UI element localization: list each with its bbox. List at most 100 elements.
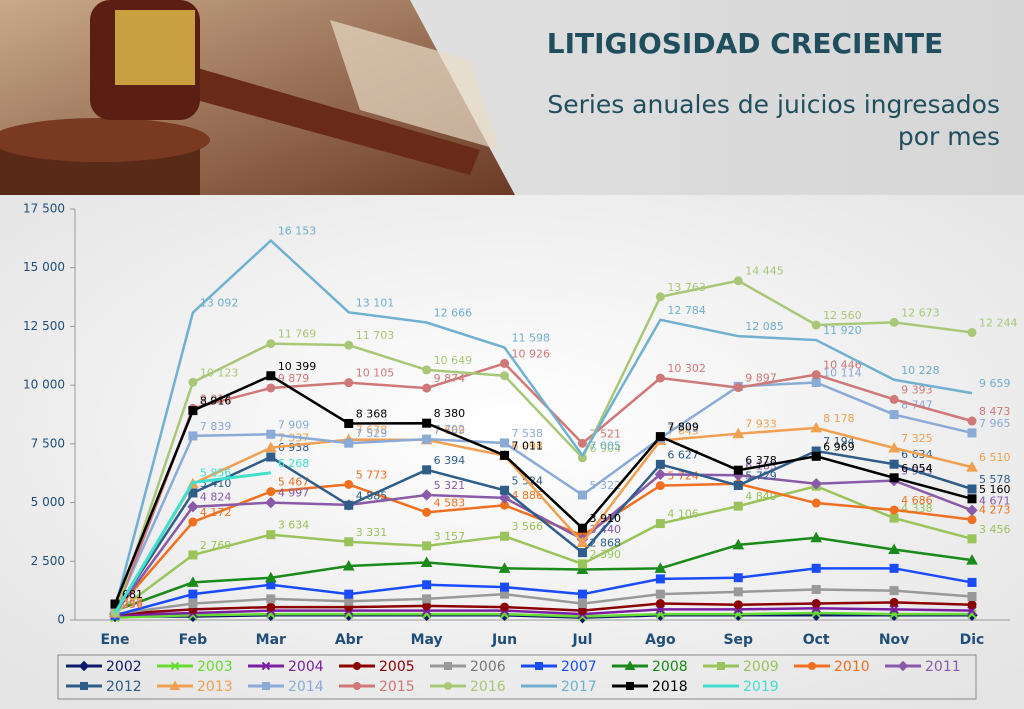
data-label: 4 997 <box>278 487 310 500</box>
point <box>188 488 198 498</box>
data-label: 5 773 <box>356 468 388 481</box>
point <box>576 536 589 547</box>
x-tick-label: Jun <box>491 632 517 648</box>
data-label: 12 673 <box>901 306 940 319</box>
point <box>498 492 511 504</box>
point <box>967 515 977 525</box>
subtitle: Series anuales de juicios ingresados <box>547 90 1000 119</box>
data-label: 14 445 <box>745 265 784 278</box>
data-label: 4 172 <box>200 506 232 519</box>
point <box>733 383 743 393</box>
y-tick-label: 12 500 <box>23 319 65 333</box>
data-label: 4 106 <box>667 508 699 521</box>
point <box>967 592 977 602</box>
data-label: 6 054 <box>901 462 933 475</box>
point <box>717 662 725 670</box>
point <box>577 589 587 599</box>
point <box>344 438 354 448</box>
y-tick-label: 0 <box>57 613 65 627</box>
series <box>110 563 977 620</box>
data-label: 4 886 <box>512 489 543 502</box>
point <box>266 487 276 497</box>
point <box>265 496 277 509</box>
data-label: 9 659 <box>979 377 1011 390</box>
point <box>353 682 361 690</box>
data-label: 6 904 <box>589 442 621 455</box>
x-tick-label: Mar <box>256 632 286 648</box>
x-tick-label: Feb <box>179 632 208 648</box>
data-label: 7 965 <box>979 417 1011 430</box>
point <box>266 594 276 604</box>
data-label: 6 268 <box>278 457 310 470</box>
point <box>967 494 977 504</box>
point <box>811 563 821 573</box>
legend-label: 2018 <box>652 679 688 695</box>
series-line <box>113 374 973 605</box>
point <box>170 661 180 671</box>
data-label: 12 085 <box>745 320 784 333</box>
point <box>188 599 198 609</box>
data-label: 10 399 <box>278 360 317 373</box>
point <box>344 479 354 489</box>
legend-label: 2013 <box>197 679 233 695</box>
data-label: 10 105 <box>356 367 395 380</box>
series-line <box>114 611 972 619</box>
point <box>889 410 899 420</box>
point <box>733 480 743 490</box>
series-line <box>114 601 973 616</box>
data-label: 6 969 <box>823 440 855 453</box>
x-tick-label: Ago <box>645 632 676 648</box>
data-label: 11 920 <box>823 324 862 337</box>
data-label: 3 910 <box>589 512 621 525</box>
data-label: 9 874 <box>434 372 466 385</box>
series: 13 092 16 153 13 101 12 666 11 598 7 005 12 78… <box>113 225 1011 609</box>
point <box>577 599 587 609</box>
point <box>344 537 354 547</box>
title: LITIGIOSIDAD CRECIENTE <box>547 27 943 60</box>
point <box>655 432 665 442</box>
point <box>967 534 977 544</box>
point <box>655 574 665 584</box>
series-line <box>114 484 973 614</box>
data-label: 6 510 <box>979 451 1011 464</box>
point <box>811 377 821 387</box>
data-label: 10 446 <box>823 359 862 372</box>
point <box>889 513 899 523</box>
point <box>344 418 354 428</box>
point <box>422 465 432 475</box>
legend-label: 2011 <box>925 659 961 675</box>
point <box>498 562 511 573</box>
point <box>733 465 743 475</box>
point <box>967 577 977 587</box>
x-tick-label: May <box>411 632 443 648</box>
data-label: 5 467 <box>278 476 310 489</box>
legend-label: 2016 <box>470 679 506 695</box>
data-label: 4 849 <box>745 490 777 503</box>
point <box>344 378 354 388</box>
point <box>808 662 816 670</box>
point <box>420 489 433 501</box>
point <box>655 373 665 383</box>
legend-label: 2002 <box>106 659 142 675</box>
point <box>576 563 589 575</box>
point <box>422 594 432 604</box>
point <box>422 541 432 551</box>
point <box>889 394 899 404</box>
point <box>733 587 743 597</box>
x-tick-label: Oct <box>803 632 830 648</box>
point <box>577 523 587 533</box>
point <box>966 554 978 565</box>
data-label: 4 885 <box>356 489 388 502</box>
point <box>500 358 510 368</box>
legend-label: 2015 <box>379 679 415 695</box>
point <box>655 519 665 529</box>
data-label: 7 194 <box>823 435 855 448</box>
point <box>577 559 587 569</box>
point <box>422 434 432 444</box>
data-label: 6 394 <box>434 454 466 467</box>
data-label: 5 578 <box>979 473 1011 486</box>
data-label: 4 686 <box>901 494 933 507</box>
data-label: 12 560 <box>823 309 862 322</box>
